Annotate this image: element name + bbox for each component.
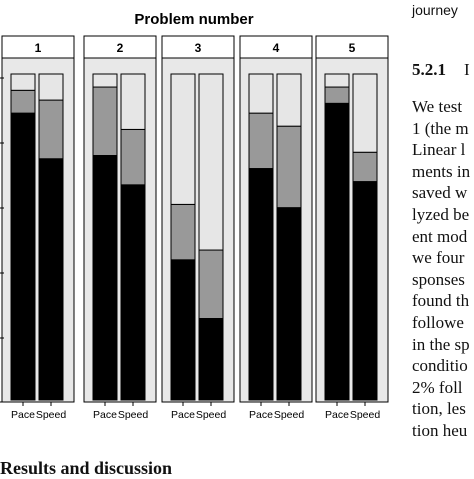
x-tick-label: Pace xyxy=(93,409,117,421)
bar-segment xyxy=(248,168,274,401)
bar-segment xyxy=(324,73,350,88)
bar-segment xyxy=(324,86,350,104)
bar-segment xyxy=(198,73,224,251)
bar-segment xyxy=(92,86,118,156)
x-tick-label: Speed xyxy=(196,409,227,421)
facet-label: 5 xyxy=(349,41,356,55)
x-tick-label: Pace xyxy=(171,409,195,421)
body-line: in the sp xyxy=(412,334,470,354)
body-line: ent mod xyxy=(412,226,468,246)
subsection-number: 5.2.1 xyxy=(412,60,446,79)
bar-segment xyxy=(324,102,350,401)
bar-segment xyxy=(276,73,302,127)
bar-segment xyxy=(352,151,378,183)
bar-segment xyxy=(248,112,274,170)
body-line: found th xyxy=(412,291,470,311)
bar-segment xyxy=(38,99,64,160)
x-tick-label: Pace xyxy=(325,409,349,421)
bar-segment xyxy=(120,73,146,130)
body-line: we four xyxy=(412,248,465,268)
body-line: ments in xyxy=(412,161,471,181)
body-line: We test xyxy=(412,97,463,116)
body-text: We test 1 (the m Linear l ments in saved w ly… xyxy=(412,96,470,442)
body-line: followe xyxy=(412,312,464,332)
body-line: tion heu xyxy=(412,420,468,440)
x-tick-label: Speed xyxy=(36,409,67,421)
body-line: 2% foll xyxy=(412,377,463,397)
x-tick-label: Speed xyxy=(274,409,305,421)
bar-segment xyxy=(198,249,224,319)
bar-segment xyxy=(276,207,302,401)
x-tick-label: Pace xyxy=(249,409,273,421)
bar-segment xyxy=(170,259,196,401)
facet-label: 2 xyxy=(117,41,124,55)
body-line: 1 (the m xyxy=(412,118,469,138)
facet-label: 1 xyxy=(35,41,42,55)
bar-segment xyxy=(10,89,36,114)
section-heading: Results and discussion xyxy=(0,458,173,478)
body-line: sponses xyxy=(412,269,465,289)
bar-segment xyxy=(38,158,64,401)
bar-segment xyxy=(10,73,36,91)
bar-segment xyxy=(92,73,118,88)
bar-segment xyxy=(352,73,378,153)
body-line: saved w xyxy=(412,183,468,203)
x-tick-label: Speed xyxy=(118,409,149,421)
bar-segment xyxy=(10,112,36,401)
bar-segment xyxy=(38,73,64,101)
bar-segment xyxy=(248,73,274,114)
bar-segment xyxy=(170,203,196,261)
bar-segment xyxy=(170,73,196,205)
bar-segment xyxy=(198,318,224,401)
x-tick-label: Pace xyxy=(11,409,35,421)
facet-label: 3 xyxy=(195,41,202,55)
figure-title: Problem number xyxy=(134,11,253,28)
subsection-heading: 5.2.1 I xyxy=(412,60,470,80)
x-tick-label: Speed xyxy=(350,409,381,421)
partial-text-top: journey xyxy=(412,2,458,18)
facet-label: 4 xyxy=(273,41,280,55)
body-line: Linear l xyxy=(412,140,466,160)
bar-segment xyxy=(120,128,146,186)
bar-segment xyxy=(276,125,302,209)
body-line: conditio xyxy=(412,356,468,376)
bar-segment xyxy=(352,181,378,401)
subsection-title: I xyxy=(464,60,470,79)
bar-segment xyxy=(92,155,118,401)
body-line: lyzed be xyxy=(412,204,470,224)
body-line: tion, les xyxy=(412,399,466,419)
bar-segment xyxy=(120,184,146,401)
